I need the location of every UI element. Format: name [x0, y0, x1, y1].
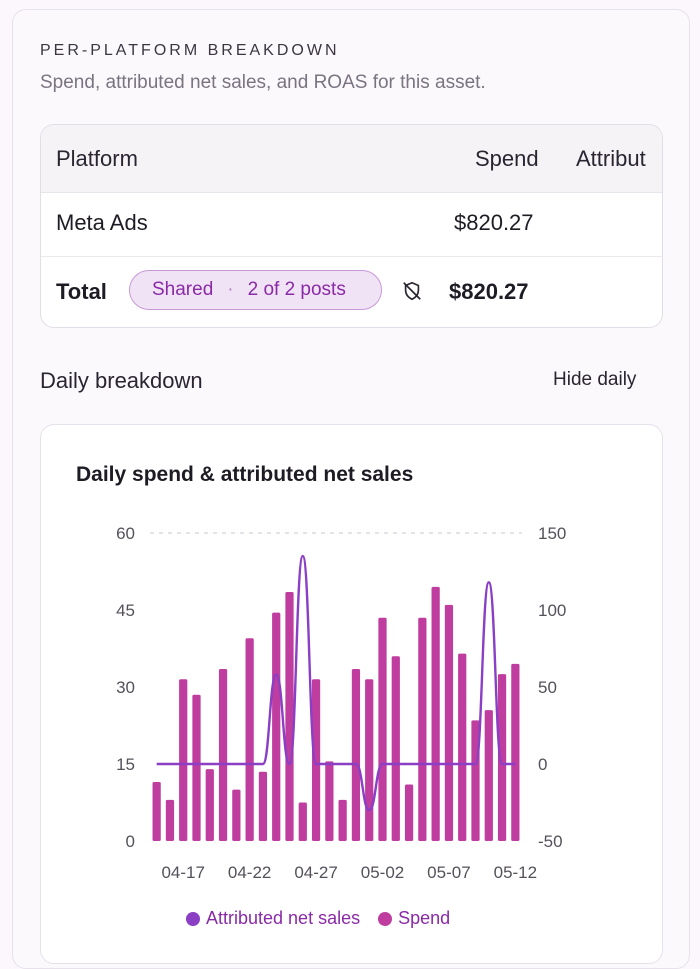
- header-platform[interactable]: Platform: [56, 146, 138, 171]
- platform-table: Platform Spend Attribut Meta Ads $820.27…: [40, 124, 663, 328]
- chart-legend: Attributed net sales Spend: [186, 908, 468, 929]
- section-title: PER-PLATFORM BREAKDOWN: [40, 42, 340, 59]
- legend-item-spend[interactable]: Spend: [378, 908, 450, 929]
- hide-daily-button[interactable]: Hide daily: [553, 369, 637, 390]
- header-attributed[interactable]: Attribut: [576, 146, 646, 171]
- table-row: Meta Ads $820.27: [41, 192, 662, 257]
- shared-chip[interactable]: Shared · 2 of 2 posts: [129, 270, 382, 310]
- table-header: Platform Spend Attribut: [41, 125, 662, 193]
- legend-swatch-attributed: [186, 911, 200, 926]
- section-subtitle: Spend, attributed net sales, and ROAS fo…: [40, 72, 486, 93]
- chip-separator: ·: [227, 279, 234, 300]
- legend-label-attributed: Attributed net sales: [206, 908, 361, 928]
- row-platform: Meta Ads: [56, 210, 148, 235]
- total-label: Total: [56, 279, 107, 304]
- legend-swatch-spend: [378, 911, 393, 926]
- legend-label-spend: Spend: [398, 908, 451, 928]
- shared-chip-label: Shared: [152, 279, 214, 300]
- chart-card: [40, 424, 663, 964]
- total-row: Total Shared · 2 of 2 posts $820.27: [41, 256, 662, 327]
- daily-breakdown-title: Daily breakdown: [40, 368, 203, 393]
- shield-off-icon[interactable]: [401, 280, 423, 302]
- row-spend: $820.27: [454, 210, 534, 235]
- shared-chip-detail: 2 of 2 posts: [247, 279, 346, 300]
- legend-item-attributed[interactable]: Attributed net sales: [186, 908, 360, 929]
- header-spend[interactable]: Spend: [475, 146, 539, 171]
- chart-title: Daily spend & attributed net sales: [76, 463, 414, 486]
- total-spend: $820.27: [449, 279, 529, 304]
